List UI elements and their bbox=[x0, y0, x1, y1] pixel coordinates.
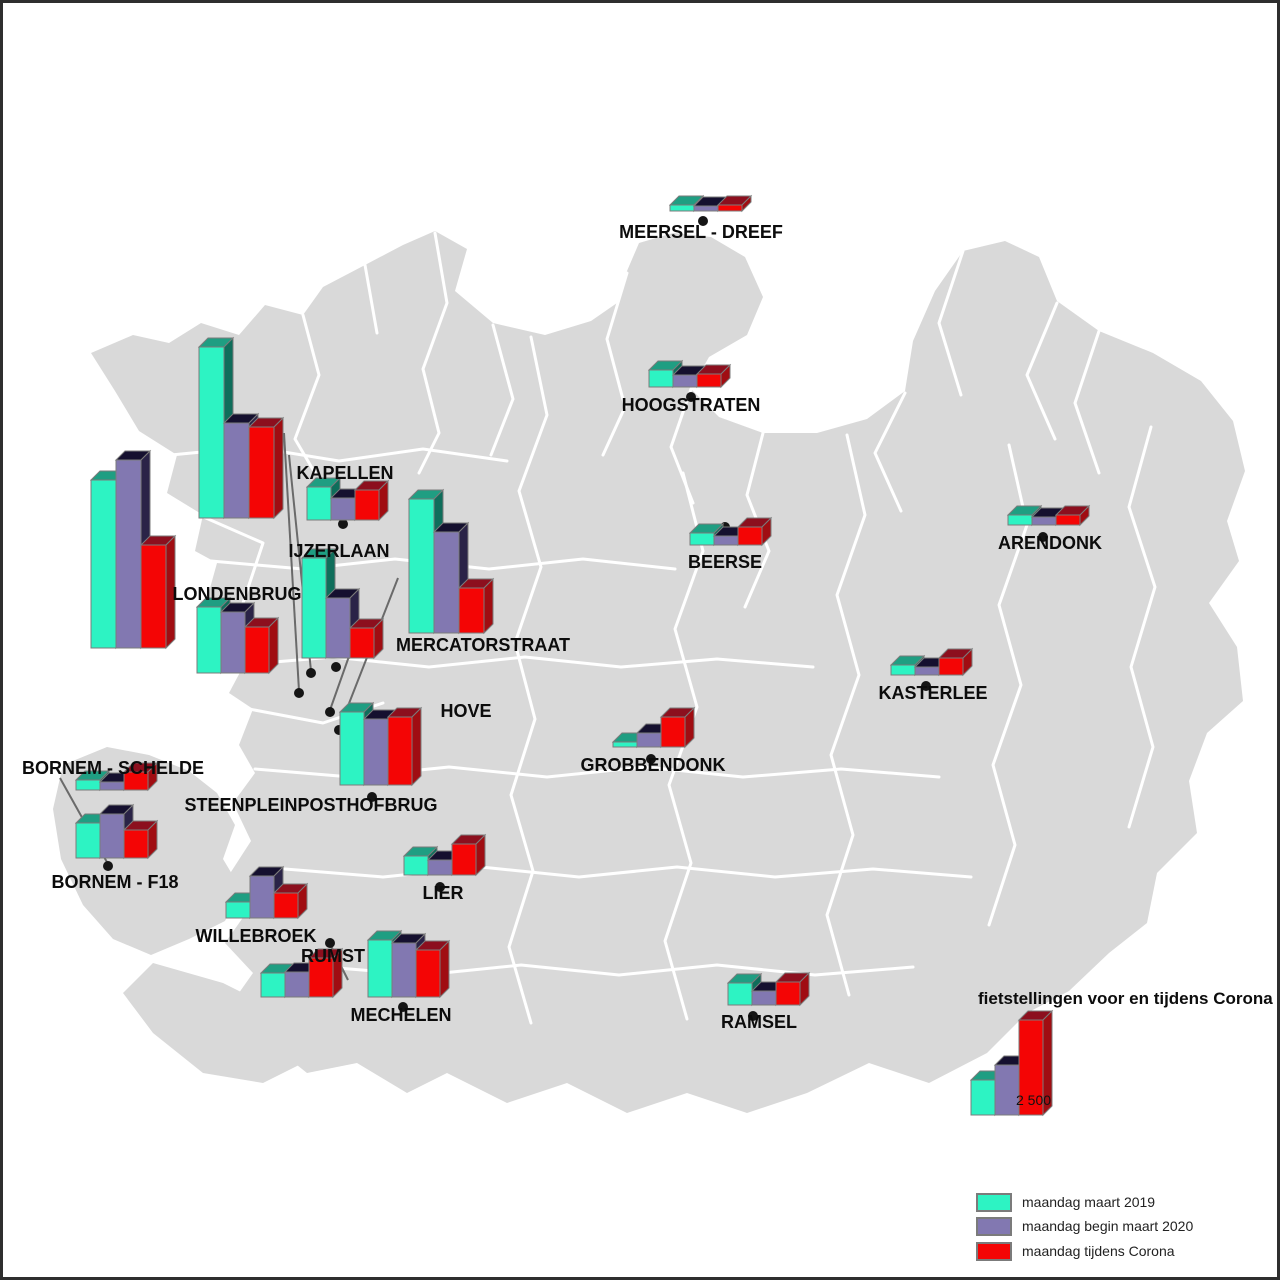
chart-kasterlee bbox=[889, 647, 975, 677]
chart-londenbrug bbox=[195, 596, 281, 675]
label-hove: HOVE bbox=[440, 701, 492, 721]
chart-rumst bbox=[259, 947, 345, 999]
label-hoogstraten: HOOGSTRATEN bbox=[621, 395, 761, 415]
legend-swatch-corona-icon bbox=[976, 1241, 1012, 1261]
chart-willebroek bbox=[224, 865, 310, 920]
chart-beerse bbox=[688, 516, 774, 547]
label-willebroek: WILLEBROEK bbox=[195, 926, 317, 946]
legend-item-corona: maandag tijdens Corona bbox=[976, 1240, 1175, 1262]
chart-bornem-f18 bbox=[74, 803, 160, 860]
chart-mercatorstraat bbox=[407, 488, 496, 635]
province-map bbox=[53, 216, 1245, 1113]
chart-ijzerlaan bbox=[300, 547, 386, 660]
label-kasterlee: KASTERLEE bbox=[878, 683, 988, 703]
label-bornem-schelde: BORNEM - SCHELDE bbox=[21, 758, 205, 778]
legend-item-label: maandag begin maart 2020 bbox=[1022, 1218, 1194, 1234]
label-kapellen: KAPELLEN bbox=[296, 463, 394, 483]
label-ijzerlaan: IJZERLAAN bbox=[288, 541, 390, 561]
chart-extra-top bbox=[197, 336, 286, 520]
label-steenplein-posthofbrug: STEENPLEINPOSTHOFBRUG bbox=[184, 795, 438, 815]
label-lier: LIER bbox=[422, 883, 464, 903]
chart-extra-left bbox=[89, 449, 178, 650]
label-arendonk: ARENDONK bbox=[997, 533, 1103, 553]
legend-swatch-2020-icon bbox=[976, 1216, 1012, 1236]
chart-lier bbox=[402, 833, 488, 877]
chart-bornem-schelde bbox=[74, 761, 160, 792]
label-ramsel: RAMSEL bbox=[721, 1012, 797, 1032]
legend-item-label: maandag tijdens Corona bbox=[1022, 1243, 1175, 1259]
legend-title: fietstellingen voor en tijdens Corona bbox=[978, 989, 1273, 1008]
legend-swatch-2019-icon bbox=[976, 1192, 1012, 1212]
label-rumst: RUMST bbox=[301, 946, 365, 966]
legend-item-2020: maandag begin maart 2020 bbox=[976, 1215, 1193, 1237]
label-mechelen: MECHELEN bbox=[350, 1005, 452, 1025]
label-bornem-f18: BORNEM - F18 bbox=[51, 872, 179, 892]
chart-steenplein-posthofbrug bbox=[338, 701, 424, 787]
chart-hoogstraten bbox=[647, 359, 733, 389]
legend-item-2019: maandag maart 2019 bbox=[976, 1191, 1155, 1213]
label-grobbendonk: GROBBENDONK bbox=[580, 755, 726, 775]
label-beerse: BEERSE bbox=[687, 552, 763, 572]
legend-example-chart bbox=[969, 1009, 1055, 1117]
chart-kapellen bbox=[305, 476, 391, 522]
chart-grobbendonk bbox=[611, 706, 697, 749]
label-meersel-dreef: MEERSEL - DREEF bbox=[619, 222, 783, 242]
legend-item-label: maandag maart 2019 bbox=[1022, 1194, 1156, 1210]
chart-arendonk bbox=[1006, 504, 1092, 527]
legend-scale-label: 2 500 bbox=[1016, 1092, 1052, 1108]
landmass bbox=[53, 231, 1245, 1113]
chart-mechelen bbox=[366, 929, 452, 999]
label-londenbrug: LONDENBRUG bbox=[172, 584, 302, 604]
chart-meersel-dreef bbox=[668, 194, 754, 213]
chart-ramsel bbox=[726, 971, 812, 1007]
label-mercatorstraat: MERCATORSTRAAT bbox=[396, 635, 570, 655]
